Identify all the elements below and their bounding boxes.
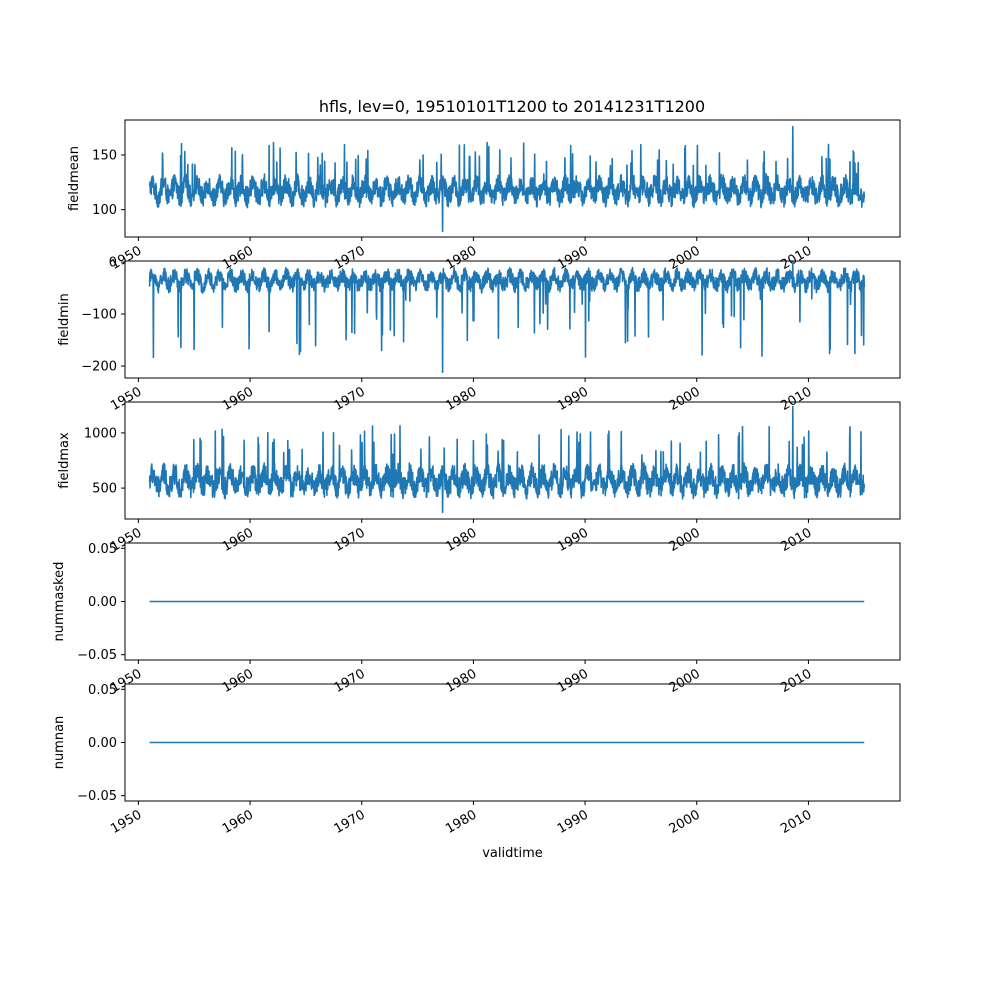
ytick-label-fieldmin: −200 — [81, 360, 117, 375]
ytick-label-numnan: 0.05 — [88, 683, 117, 698]
axes-frame-fieldmax — [124, 401, 901, 520]
ytick-label-fieldmax: 1000 — [84, 426, 117, 441]
ytick-label-nummasked: 0.05 — [88, 542, 117, 557]
ytick-label-fieldmin: 0 — [109, 256, 117, 271]
ytick-label-fieldmean: 150 — [92, 148, 117, 163]
ytick-label-nummasked: −0.05 — [77, 648, 117, 663]
ylabel-nummasked: nummasked — [52, 562, 67, 642]
ylabel-fieldmean: fieldmean — [67, 146, 82, 211]
axes-frame-fieldmean — [124, 119, 901, 238]
ylabel-fieldmin: fieldmin — [57, 293, 72, 346]
figure-title: hfls, lev=0, 19510101T1200 to 20141231T1… — [319, 97, 705, 116]
ytick-label-fieldmean: 100 — [92, 203, 117, 218]
series-line-fieldmin — [148, 261, 866, 374]
ytick-label-fieldmin: −100 — [81, 308, 117, 323]
axes-frame-fieldmin — [124, 260, 901, 379]
ytick-label-numnan: −0.05 — [77, 789, 117, 804]
ytick-label-nummasked: 0.00 — [88, 595, 117, 610]
series-line-fieldmean — [148, 125, 866, 233]
ytick-label-fieldmax: 500 — [92, 482, 117, 497]
ytick-label-numnan: 0.00 — [88, 736, 117, 751]
ylabel-fieldmax: fieldmax — [57, 432, 72, 489]
series-line-fieldmax — [148, 405, 866, 514]
xlabel: validtime — [482, 846, 543, 861]
ylabel-numnan: numnan — [52, 716, 67, 770]
